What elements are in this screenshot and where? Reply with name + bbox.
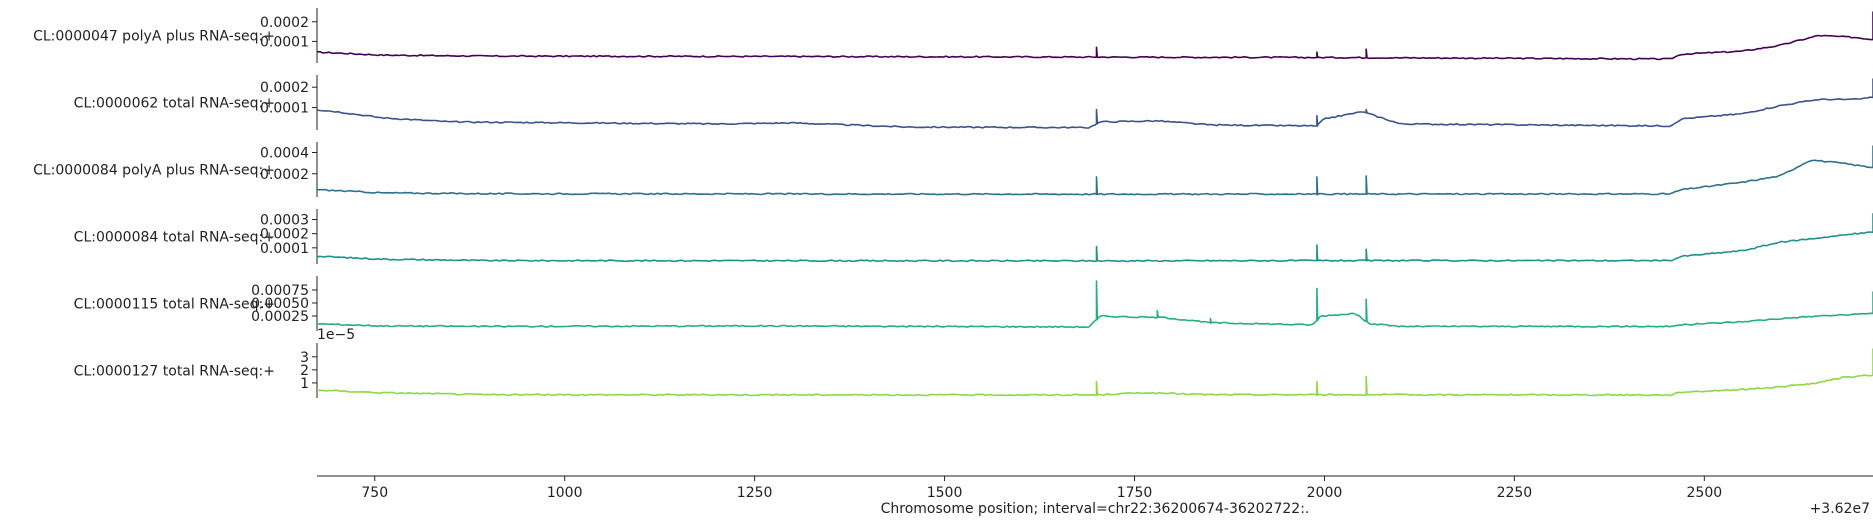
y-tick-label: 0.0002 [260,227,309,243]
x-tick-label: 1000 [547,485,583,501]
y-tick-label: 0.0001 [260,241,309,257]
x-tick-label: 750 [361,485,388,501]
track-label: CL:0000062 total RNA-seq:+ [74,96,275,112]
track-signal-line [316,11,1873,61]
x-axis-label: Chromosome position; interval=chr22:3620… [881,501,1310,517]
track-signal-line [316,213,1873,263]
y-tick-label: 0.0002 [260,167,309,183]
y-tick-label: 0.0002 [260,80,309,96]
x-tick-label: 2250 [1497,485,1533,501]
y-tick-label: 3 [300,350,309,366]
x-ticks: 750 1000 1250 1500 1750 2000 2250 2500 [361,476,1722,501]
track-label: CL:0000047 polyA plus RNA-seq:+ [33,29,275,45]
track-signal-line [316,280,1873,329]
y-tick-label: 2 [300,363,309,379]
y-tick-label: 0.00075 [251,283,309,299]
y-tick-label: 0.0002 [260,15,309,31]
x-offset-label: +3.62e7 [1810,501,1870,517]
track-label: CL:0000115 total RNA-seq:+ [74,297,275,313]
y-tick-label: 0.0001 [260,34,309,50]
y-tick-label: 0.00050 [251,296,309,312]
y-tick-label: 1 [300,376,309,392]
y-tick-label: 0.0004 [260,146,309,162]
track-label: CL:0000127 total RNA-seq:+ [74,364,275,380]
y-tick-label: 0.0001 [260,101,309,117]
track-label: CL:0000084 polyA plus RNA-seq:+ [33,163,275,179]
y-tick-label: 0.00025 [251,309,309,325]
x-tick-label: 1500 [927,485,963,501]
x-tick-label: 2000 [1307,485,1343,501]
x-tick-label: 1750 [1117,485,1153,501]
y-tick-label: 0.0003 [260,213,309,229]
track-signal-line [316,78,1873,129]
x-tick-label: 1250 [737,485,773,501]
x-tick-label: 2500 [1687,485,1723,501]
track-signal-line [316,348,1873,397]
x-axis: 750 1000 1250 1500 1750 2000 2250 2500 Chromoso… [317,475,1873,517]
y-exponent-label: 1e−5 [317,327,355,343]
track-signal-line [316,145,1873,196]
track-panel: 123 1e−5 CL:0000127 total RNA-seq:+ [74,327,1873,398]
track-label: CL:0000084 total RNA-seq:+ [74,230,275,246]
